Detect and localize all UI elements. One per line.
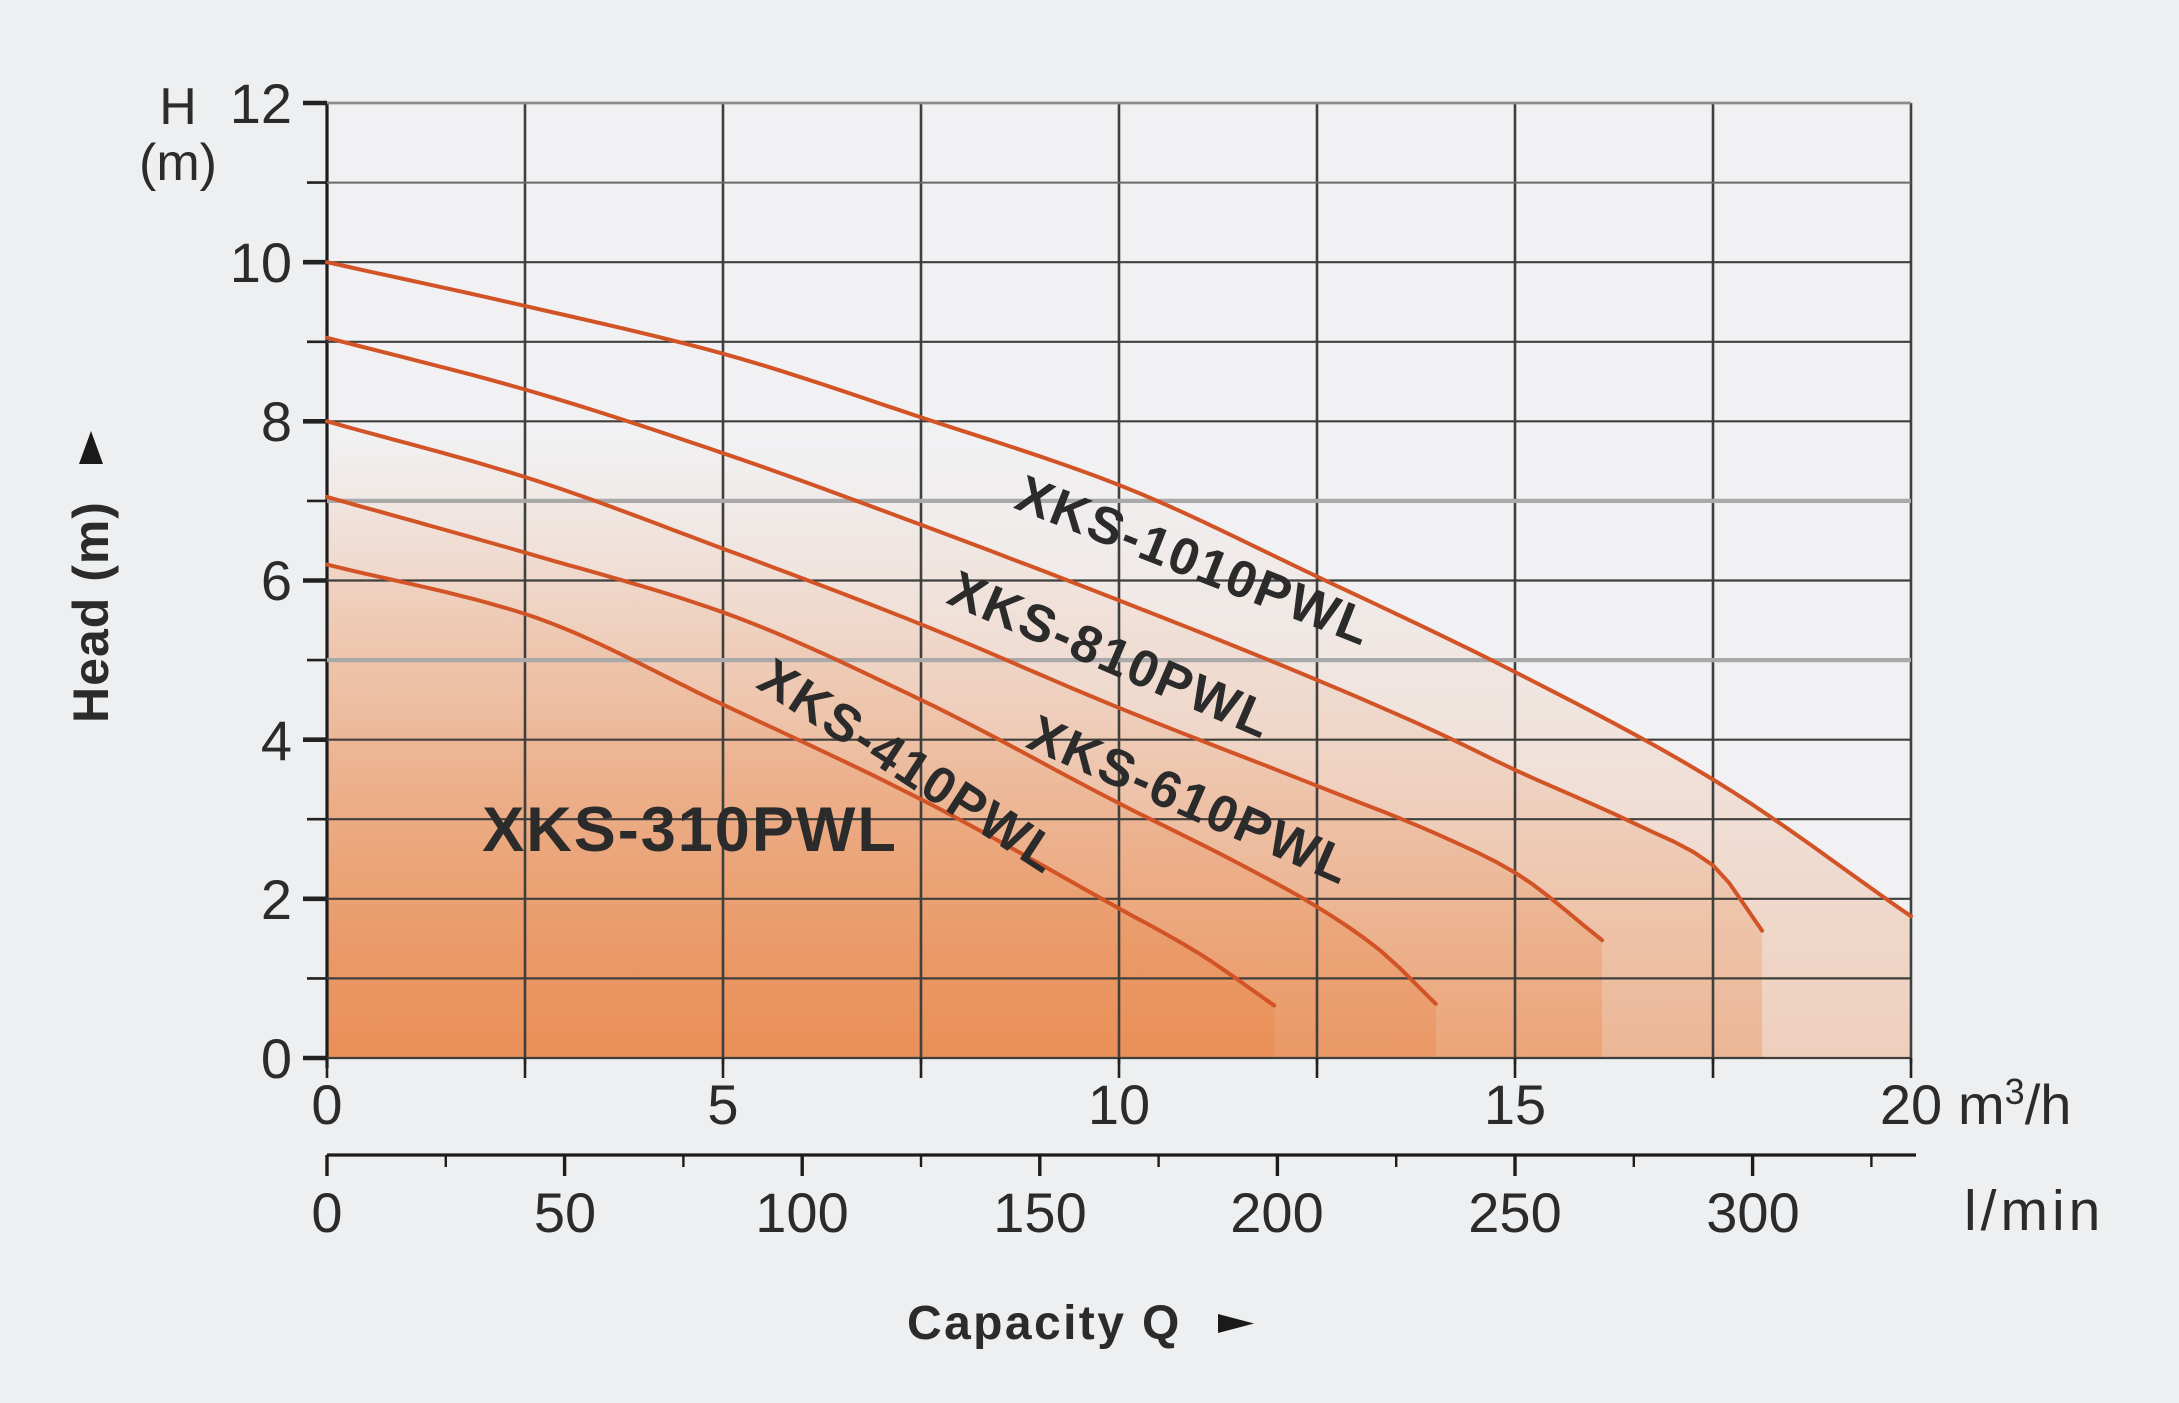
svg-text:15: 15 — [1484, 1073, 1546, 1136]
svg-text:10: 10 — [1088, 1073, 1150, 1136]
svg-text:Head (m): Head (m) — [63, 501, 119, 723]
svg-text:Capacity Q: Capacity Q — [907, 1297, 1182, 1350]
svg-text:12: 12 — [230, 72, 292, 135]
svg-text:100: 100 — [755, 1181, 848, 1244]
svg-text:2: 2 — [261, 868, 292, 931]
svg-text:250: 250 — [1468, 1181, 1561, 1244]
svg-text:6: 6 — [261, 549, 292, 612]
svg-text:20: 20 — [1880, 1073, 1942, 1136]
svg-text:l/min: l/min — [1964, 1179, 2104, 1243]
svg-text:10: 10 — [230, 231, 292, 294]
svg-text:150: 150 — [993, 1181, 1086, 1244]
svg-text:200: 200 — [1230, 1181, 1323, 1244]
svg-text:H: H — [159, 78, 197, 136]
svg-text:300: 300 — [1706, 1181, 1799, 1244]
svg-text:4: 4 — [261, 709, 292, 772]
svg-text:0: 0 — [311, 1181, 342, 1244]
svg-text:0: 0 — [261, 1027, 292, 1090]
svg-text:0: 0 — [311, 1073, 342, 1136]
svg-text:XKS-310PWL: XKS-310PWL — [482, 795, 898, 865]
svg-text:50: 50 — [534, 1181, 596, 1244]
svg-text:8: 8 — [261, 390, 292, 453]
svg-text:5: 5 — [707, 1073, 738, 1136]
svg-text:(m): (m) — [139, 134, 217, 192]
